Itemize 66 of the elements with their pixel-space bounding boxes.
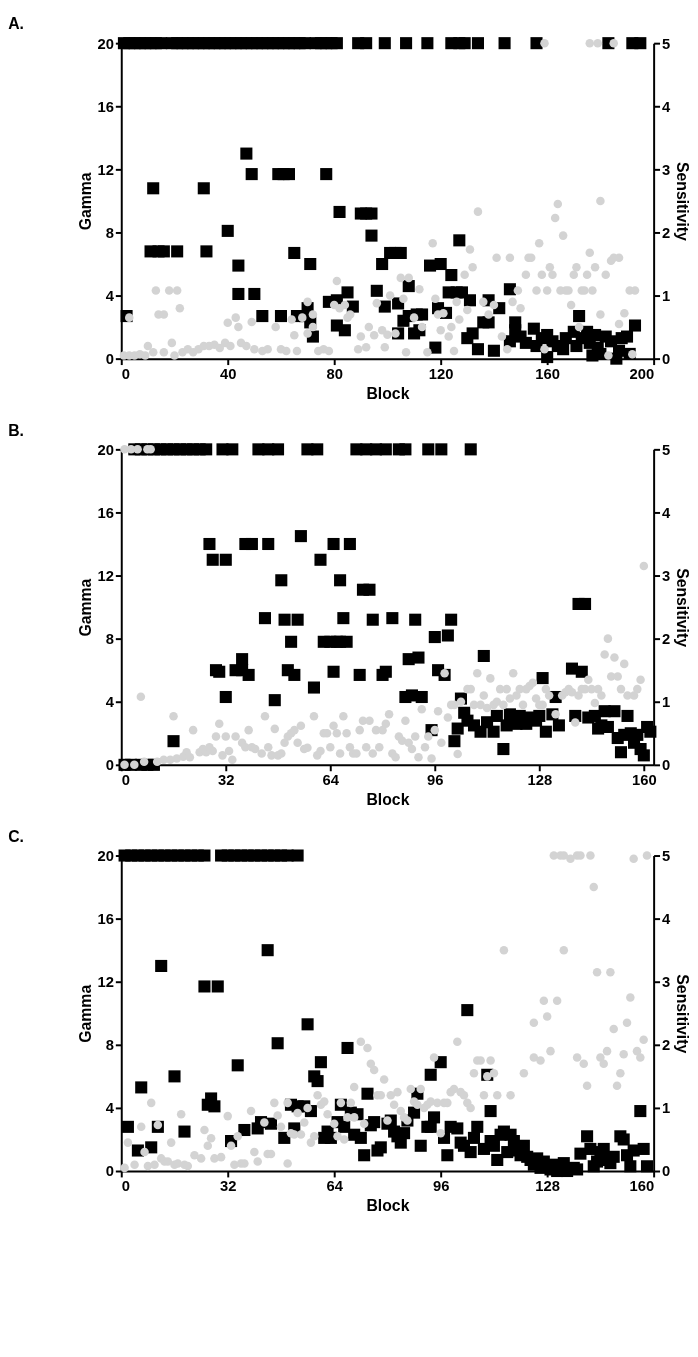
y-tick-label: 4 <box>105 1100 115 1117</box>
x-tick-label: 32 <box>220 1178 237 1195</box>
x-tick-label: 64 <box>326 1178 344 1195</box>
x-tick-label: 40 <box>220 365 237 382</box>
x-tick-label: 0 <box>121 772 130 789</box>
y-tick-label: 16 <box>97 98 114 115</box>
y-axis-title: Gamma <box>76 578 94 637</box>
y2-tick-label: 1 <box>662 287 671 304</box>
y2-tick-label: 2 <box>662 224 671 241</box>
y-tick-label: 20 <box>97 35 114 52</box>
y-tick-label: 20 <box>97 847 114 864</box>
y2-axis-title: Sensitivity <box>674 161 692 242</box>
y2-axis-title: Sensitivity <box>674 974 692 1054</box>
y2-tick-label: 0 <box>662 757 671 774</box>
y2-axis-title: Sensitivity <box>674 568 692 648</box>
y-tick-label: 8 <box>105 631 114 648</box>
x-tick-label: 0 <box>121 1178 130 1195</box>
y-tick-label: 0 <box>105 757 114 774</box>
y2-tick-label: 2 <box>662 1037 671 1054</box>
y-axis-title: Gamma <box>76 984 94 1043</box>
x-tick-label: 96 <box>427 772 444 789</box>
y-axis-title: Gamma <box>76 172 94 231</box>
x-tick-label: 96 <box>432 1178 450 1195</box>
x-tick-label: 160 <box>632 772 657 789</box>
y2-tick-label: 5 <box>662 847 671 864</box>
x-tick-label: 120 <box>428 365 454 382</box>
y2-tick-label: 3 <box>662 567 671 584</box>
y2-tick-label: 0 <box>662 351 671 368</box>
y-tick-label: 12 <box>97 161 114 178</box>
x-tick-label: 80 <box>326 365 343 382</box>
y-tick-label: 12 <box>97 567 114 584</box>
y-tick-label: 16 <box>97 911 114 928</box>
y-tick-label: 20 <box>97 441 114 458</box>
y2-tick-label: 3 <box>662 161 671 178</box>
chart-title: A. <box>8 15 24 33</box>
chart-title: C. <box>8 827 24 845</box>
x-axis-title: Block <box>366 384 410 402</box>
y2-tick-label: 2 <box>662 631 671 648</box>
y2-tick-label: 5 <box>662 35 671 52</box>
y2-tick-label: 0 <box>662 1163 671 1180</box>
y-tick-label: 0 <box>105 1163 114 1180</box>
x-axis-title: Block <box>366 1196 410 1214</box>
x-tick-label: 64 <box>322 772 340 789</box>
x-tick-label: 160 <box>629 1178 655 1195</box>
y2-tick-label: 1 <box>662 1100 671 1117</box>
y2-tick-label: 1 <box>662 694 671 711</box>
x-tick-label: 128 <box>527 772 553 789</box>
y2-tick-label: 5 <box>662 441 671 458</box>
x-tick-label: 200 <box>629 365 655 382</box>
chart-title: B. <box>8 421 24 439</box>
y2-tick-label: 4 <box>662 504 672 521</box>
y-tick-label: 12 <box>97 974 114 991</box>
y-tick-label: 16 <box>97 504 114 521</box>
y2-tick-label: 4 <box>662 98 672 115</box>
x-tick-label: 128 <box>535 1178 560 1195</box>
x-tick-label: 32 <box>218 772 235 789</box>
y2-tick-label: 3 <box>662 974 671 991</box>
x-axis-title: Block <box>366 790 410 808</box>
y2-tick-label: 4 <box>662 911 672 928</box>
y-tick-label: 4 <box>105 694 115 711</box>
y-tick-label: 4 <box>105 287 115 304</box>
y-tick-label: 8 <box>105 1037 114 1054</box>
y-tick-label: 8 <box>105 224 114 241</box>
x-tick-label: 160 <box>535 365 560 382</box>
x-tick-label: 0 <box>121 365 130 382</box>
y-tick-label: 0 <box>105 351 114 368</box>
